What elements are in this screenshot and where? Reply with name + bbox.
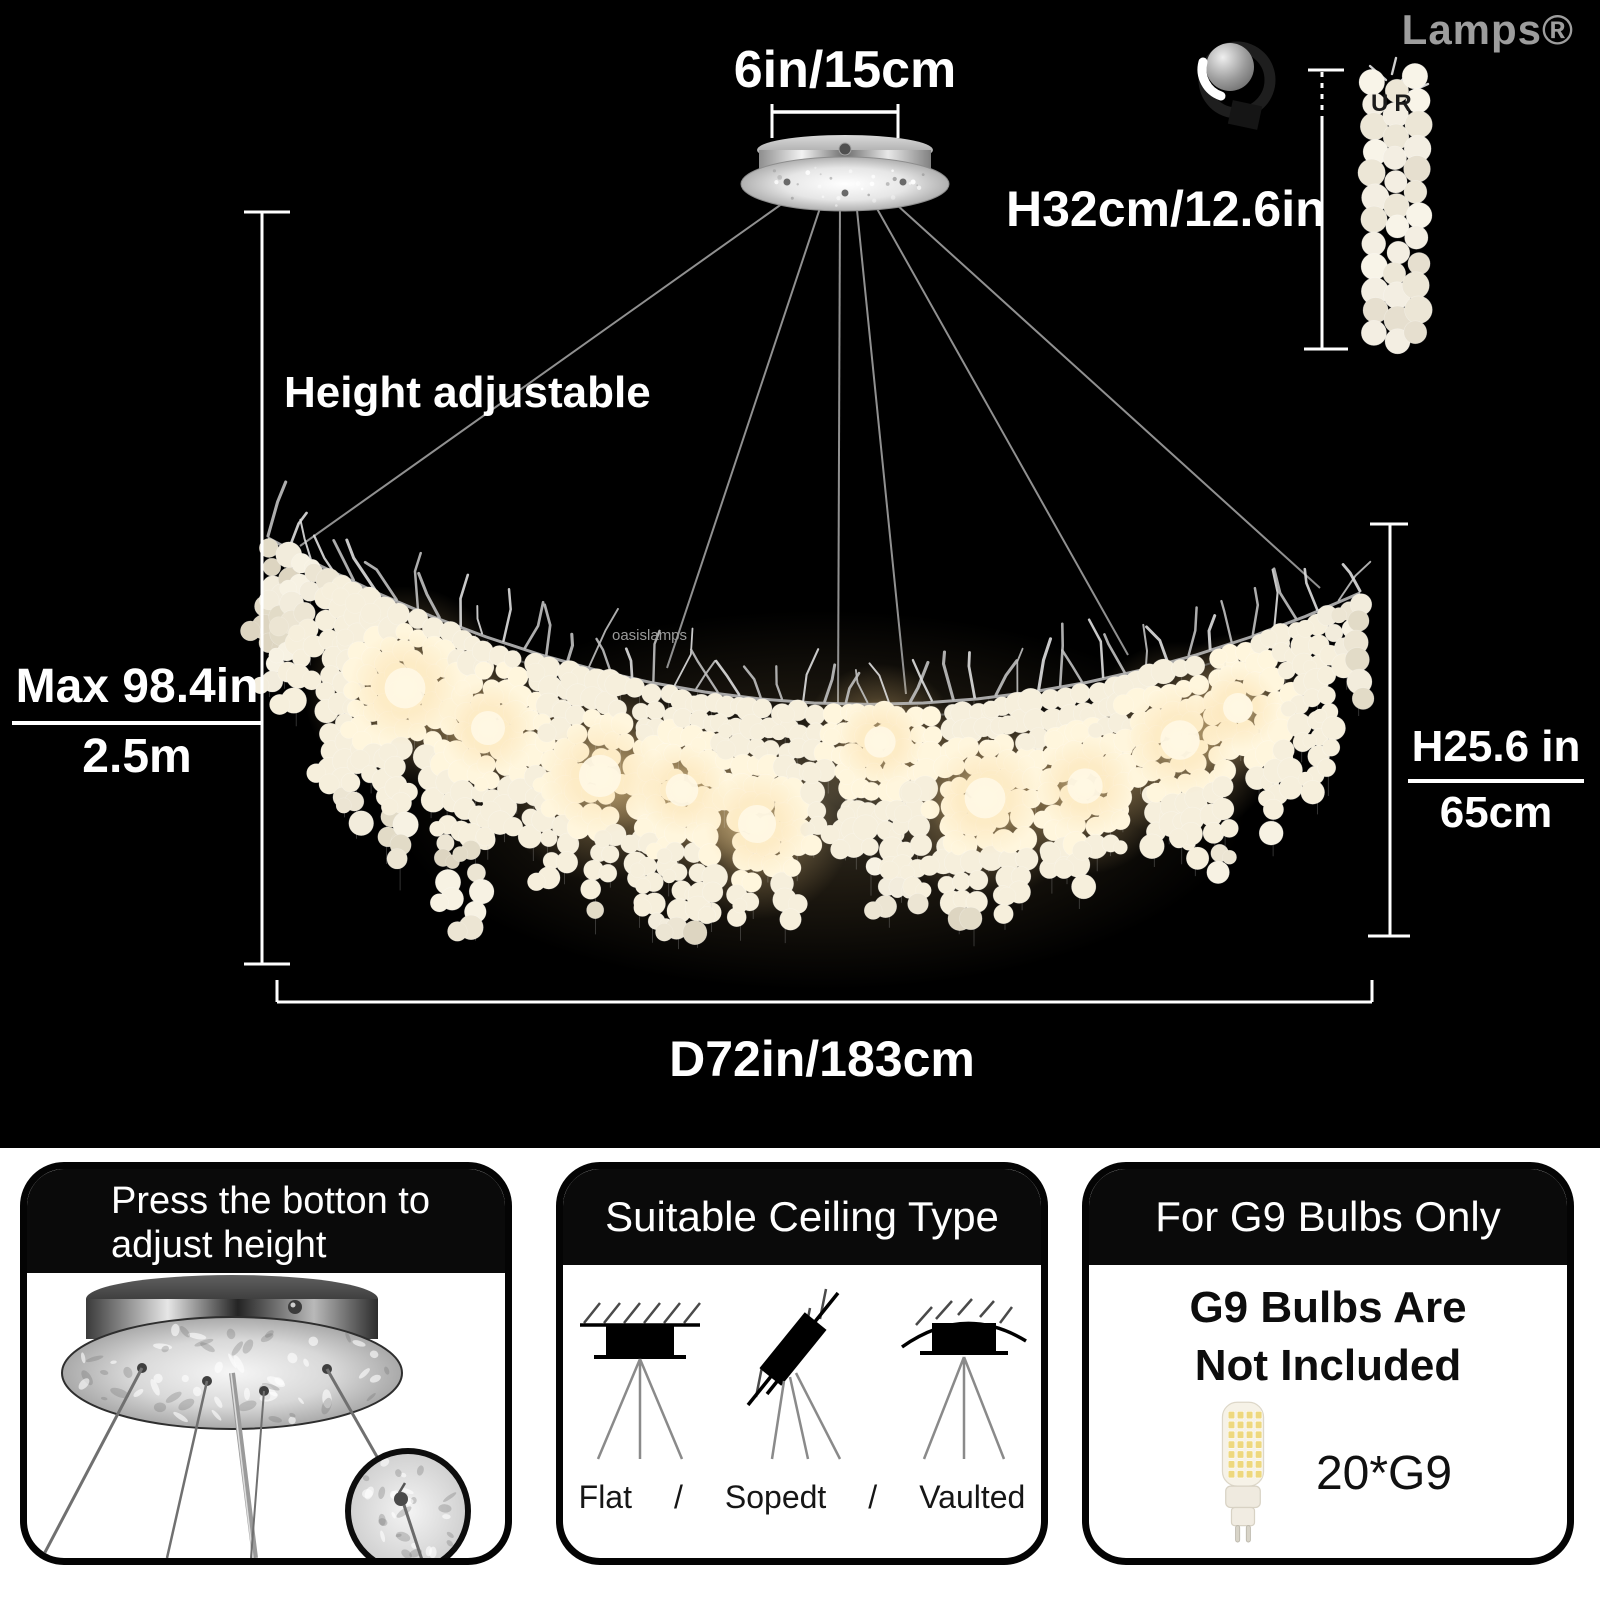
ceiling-label-flat: Flat (578, 1479, 632, 1515)
bulb-led-grid (1227, 1411, 1263, 1479)
flat-ceiling-icon (580, 1302, 701, 1460)
panel-ceiling-type: Suitable Ceiling Type Flat / Sopedt / (556, 1162, 1048, 1565)
crystal-strand (1343, 593, 1375, 716)
canopy-hammered-texture (78, 1323, 390, 1425)
zoom-inset-content (362, 1458, 457, 1558)
canopy-photo-illustration (40, 1275, 471, 1558)
canopy-cables (40, 1363, 427, 1558)
ceiling-type-labels: Flat / Sopedt / Vaulted (563, 1479, 1041, 1516)
label-separator: / (673, 1479, 683, 1515)
canopy-screw (288, 1300, 302, 1314)
label-separator: / (868, 1479, 878, 1515)
max-drop-inches: Max 98.4in (11, 661, 263, 726)
panel-height-adjust-title-line1: Press the botton to (111, 1180, 430, 1222)
body-height-inches: H25.6 in (1407, 723, 1585, 784)
canopy-photo (27, 1273, 505, 1558)
chandelier-scene (240, 41, 1433, 1004)
body-height-cm: 65cm (1439, 788, 1553, 838)
bulb-row: 20*G9 (1089, 1399, 1567, 1547)
strand-watermark-text: UR (1371, 90, 1418, 117)
bulbs-note: G9 Bulbs Are Not Included (1089, 1279, 1567, 1395)
panel-ceiling-type-header: Suitable Ceiling Type (563, 1169, 1041, 1265)
diameter-label: D72in/183cm (669, 1031, 975, 1087)
panel-height-adjust-title-line2: adjust height (111, 1224, 327, 1267)
canopy-width-label: 6in/15cm (733, 41, 957, 99)
canopy-screw-highlight (290, 1302, 296, 1308)
height-adjustable-label: Height adjustable (284, 368, 651, 417)
ceiling-canopy (740, 135, 950, 212)
ceiling-label-sloped: Sopedt (724, 1479, 827, 1515)
crystal-strand-detail (1357, 56, 1433, 355)
panel-bulbs: For G9 Bulbs Only G9 Bulbs Are Not Inclu… (1082, 1162, 1574, 1565)
sloped-ceiling-icon (746, 1288, 842, 1460)
max-drop-meters: 2.5m (82, 730, 192, 784)
crystal-strand (1312, 604, 1346, 796)
bulbs-note-line1: G9 Bulbs Are (1189, 1283, 1467, 1332)
bulbs-note-line2: Not Included (1194, 1341, 1462, 1391)
panel-height-adjust-header: Press the botton to adjust height (27, 1169, 505, 1273)
hanger-height-label: H32cm/12.6in (1006, 181, 1326, 237)
product-image-stage: Lamps® 6in/15cm H32cm/12.6in Height adju… (0, 0, 1600, 1148)
suspension-cables (299, 194, 1321, 707)
dimension-lines (244, 68, 1410, 1004)
panel-height-adjust: Press the botton to adjust height (20, 1162, 512, 1565)
bulb-count-label: 20*G9 (1315, 1446, 1453, 1500)
brand-logo: Lamps® (1401, 6, 1574, 53)
brand-mark-icon (1197, 41, 1276, 130)
inset-hammered-texture (362, 1458, 457, 1558)
watermark-text: oasislamps (612, 627, 688, 644)
vaulted-ceiling-icon (900, 1298, 1027, 1460)
lamp-glow-cores (348, 631, 1280, 878)
canopy-sparkles (772, 166, 925, 207)
silver-branches (266, 480, 1372, 704)
panel-bulbs-header: For G9 Bulbs Only (1089, 1169, 1567, 1265)
g9-bulb-icon (1221, 1401, 1265, 1543)
body-height-label: H25.6 in 65cm (1392, 723, 1600, 838)
ceiling-type-icons (563, 1273, 1041, 1465)
max-drop-label: Max 98.4in 2.5m (6, 661, 268, 784)
ceiling-label-vaulted: Vaulted (919, 1479, 1026, 1515)
